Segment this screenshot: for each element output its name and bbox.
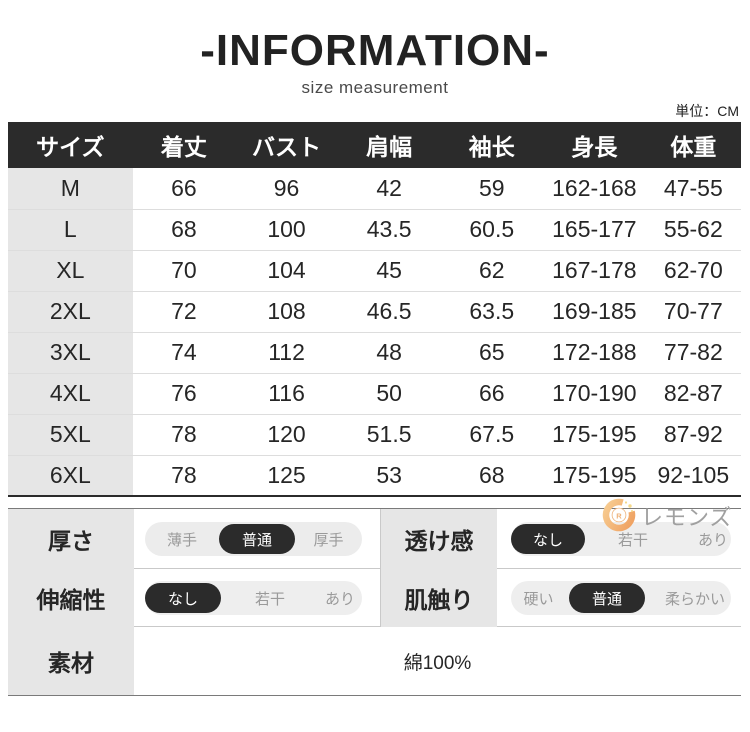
svg-text:R: R: [616, 511, 622, 520]
